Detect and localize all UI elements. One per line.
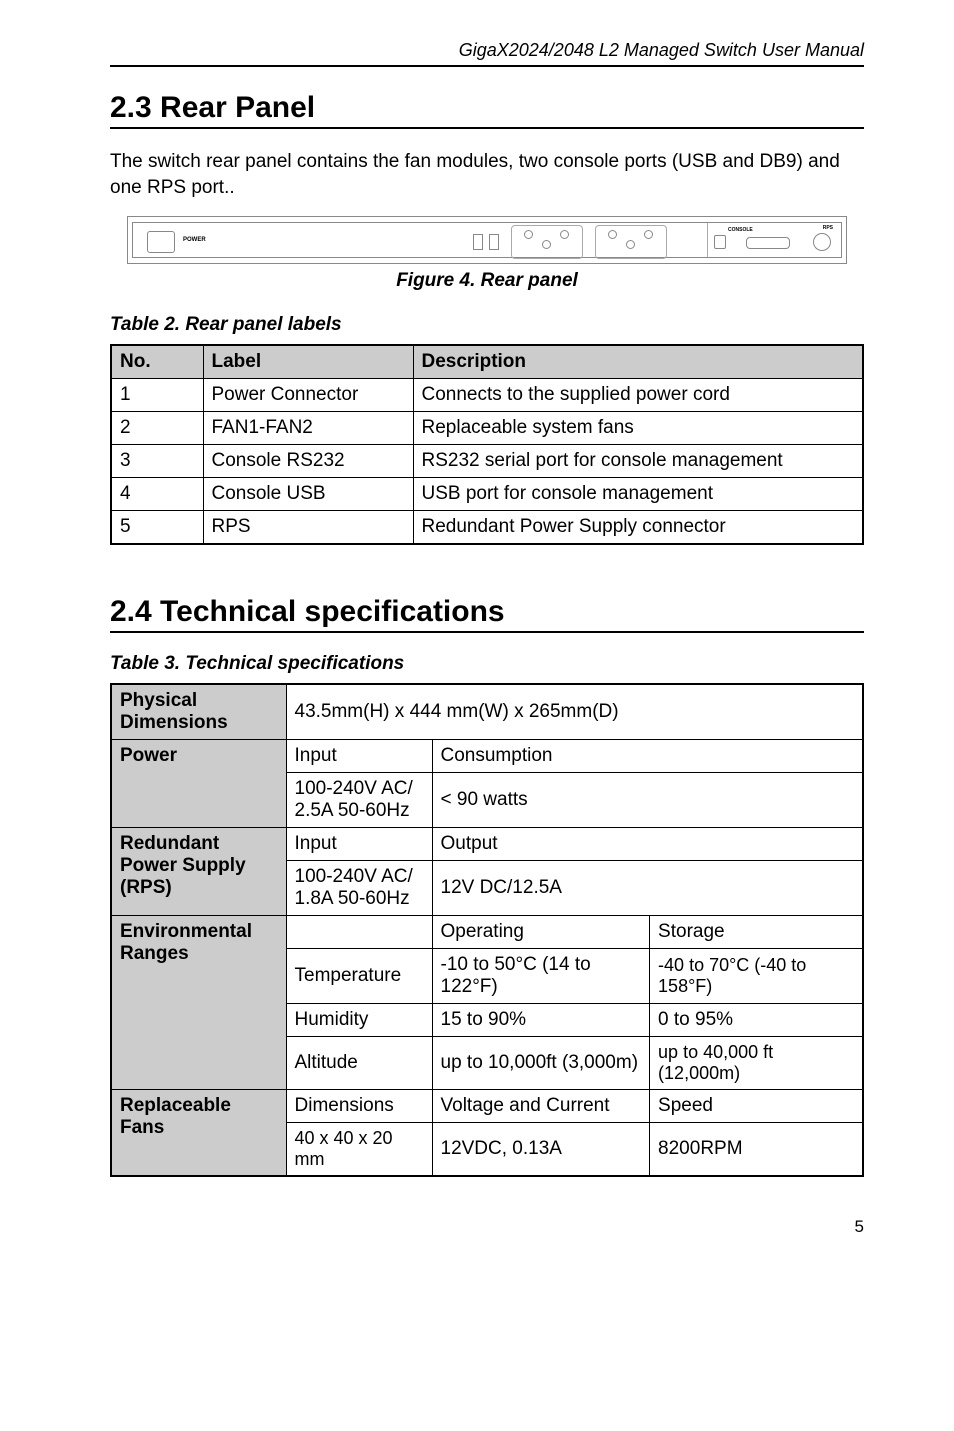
label-line: (RPS) [120, 877, 172, 898]
tech-spec-table: Physical Dimensions 43.5mm(H) x 444 mm(W… [110, 683, 864, 1177]
table-cell: Humidity [286, 1004, 432, 1037]
label-line: Power Supply [120, 855, 246, 876]
table-cell: USB port for console management [413, 478, 863, 511]
table-cell: Operating [432, 916, 650, 949]
slot-icon [489, 234, 499, 250]
table-cell: Console RS232 [203, 445, 413, 478]
table-row: 4 Console USB USB port for console manag… [111, 478, 863, 511]
table-cell: -10 to 50°C (14 to 122°F) [432, 949, 650, 1004]
table-cell: up to 10,000ft (3,000m) [432, 1037, 650, 1090]
figure-inner: POWER CONSOLE RPS [132, 222, 842, 258]
table-cell: -40 to 70°C (-40 to 158°F) [650, 949, 863, 1004]
table-cell: Replaceable system fans [413, 412, 863, 445]
table-cell: Power Connector [203, 379, 413, 412]
table-header: No. [111, 345, 203, 379]
table-cell: 100-240V AC/ 2.5A 50-60Hz [286, 773, 432, 828]
label-line: Dimensions [120, 712, 228, 733]
table-cell: 8200RPM [650, 1123, 863, 1177]
table-cell: 15 to 90% [432, 1004, 650, 1037]
table-cell: 1 [111, 379, 203, 412]
table-row: 1 Power Connector Connects to the suppli… [111, 379, 863, 412]
usb-port-icon [714, 235, 726, 249]
table-cell: Temperature [286, 949, 432, 1004]
table-cell: Connects to the supplied power cord [413, 379, 863, 412]
rear-panel-table: No. Label Description 1 Power Connector … [110, 344, 864, 545]
table-cell: 0 to 95% [650, 1004, 863, 1037]
table-cell: Input [286, 740, 432, 773]
table-cell: 5 [111, 511, 203, 545]
slot-icon [473, 234, 483, 250]
table-cell: RPS [203, 511, 413, 545]
label-line: Physical [120, 690, 197, 711]
table-cell: Redundant Power Supply connector [413, 511, 863, 545]
table-cell: Console USB [203, 478, 413, 511]
table-cell: Storage [650, 916, 863, 949]
section-heading-tech-spec: 2.4 Technical specifications [110, 595, 864, 633]
table-row: 2 FAN1-FAN2 Replaceable system fans [111, 412, 863, 445]
table-row: 5 RPS Redundant Power Supply connector [111, 511, 863, 545]
spec-label: Environmental Ranges [111, 916, 286, 1090]
rps-label: RPS [823, 225, 833, 231]
table-cell: up to 40,000 ft (12,000m) [650, 1037, 863, 1090]
table-cell: FAN1-FAN2 [203, 412, 413, 445]
table-cell: 4 [111, 478, 203, 511]
power-connector-icon [147, 231, 175, 253]
table-cell: RS232 serial port for console management [413, 445, 863, 478]
console-rps-group: CONSOLE RPS [707, 223, 837, 257]
page: GigaX2024/2048 L2 Managed Switch User Ma… [0, 0, 954, 1277]
label-line: Ranges [120, 943, 189, 964]
table-header: Label [203, 345, 413, 379]
spec-label: Power [111, 740, 286, 828]
spec-label: Physical Dimensions [111, 684, 286, 740]
table-row: Physical Dimensions 43.5mm(H) x 444 mm(W… [111, 684, 863, 740]
power-label: POWER [183, 237, 206, 243]
table-cell: Consumption [432, 740, 863, 773]
console-label: CONSOLE [728, 227, 753, 233]
table-cell: Dimensions [286, 1090, 432, 1123]
table-cell [286, 916, 432, 949]
fan2-icon [595, 225, 667, 259]
table3-caption: Table 3. Technical specifications [110, 653, 864, 675]
rear-panel-figure: POWER CONSOLE RPS [127, 216, 847, 264]
table-cell: 12V DC/12.5A [432, 861, 863, 916]
table-cell: Output [432, 828, 863, 861]
table-cell: 40 x 40 x 20 mm [286, 1123, 432, 1177]
table-cell: Speed [650, 1090, 863, 1123]
table-cell: 2 [111, 412, 203, 445]
table-cell: Altitude [286, 1037, 432, 1090]
spec-label: Redundant Power Supply (RPS) [111, 828, 286, 916]
page-number: 5 [110, 1217, 864, 1237]
fan1-icon [511, 225, 583, 259]
spec-label: Replaceable Fans [111, 1090, 286, 1177]
table-cell: Input [286, 828, 432, 861]
db9-port-icon [746, 237, 790, 249]
table-header: Description [413, 345, 863, 379]
table-row: Power Input Consumption [111, 740, 863, 773]
table-cell: < 90 watts [432, 773, 863, 828]
section-heading-rear-panel: 2.3 Rear Panel [110, 91, 864, 129]
rear-panel-intro: The switch rear panel contains the fan m… [110, 149, 864, 200]
table-row: Replaceable Fans Dimensions Voltage and … [111, 1090, 863, 1123]
running-header: GigaX2024/2048 L2 Managed Switch User Ma… [110, 40, 864, 67]
table-header-row: No. Label Description [111, 345, 863, 379]
figure-caption: Figure 4. Rear panel [110, 270, 864, 292]
table-row: Redundant Power Supply (RPS) Input Outpu… [111, 828, 863, 861]
table-row: 3 Console RS232 RS232 serial port for co… [111, 445, 863, 478]
rps-port-icon [813, 233, 831, 251]
label-line: Replaceable [120, 1095, 231, 1116]
table-cell: 100-240V AC/ 1.8A 50-60Hz [286, 861, 432, 916]
table-cell: 43.5mm(H) x 444 mm(W) x 265mm(D) [286, 684, 863, 740]
table-cell: 3 [111, 445, 203, 478]
label-line: Redundant [120, 833, 219, 854]
label-line: Environmental [120, 921, 252, 942]
table-row: Environmental Ranges Operating Storage [111, 916, 863, 949]
table2-caption: Table 2. Rear panel labels [110, 314, 864, 336]
table-cell: Voltage and Current [432, 1090, 650, 1123]
label-line: Fans [120, 1117, 164, 1138]
table-cell: 12VDC, 0.13A [432, 1123, 650, 1177]
